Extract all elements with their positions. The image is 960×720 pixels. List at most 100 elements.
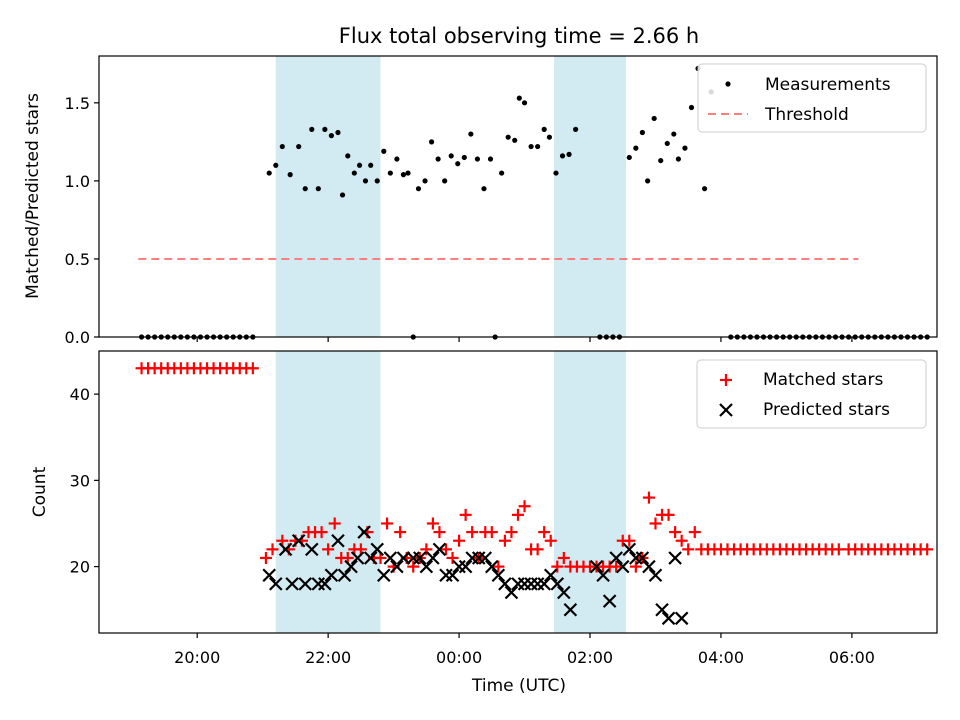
- point-measurements-51: [474, 156, 481, 162]
- point-measurements-82: [688, 104, 695, 111]
- point-predicted-stars-37: [511, 577, 525, 591]
- point-predicted-stars-16: [370, 542, 385, 557]
- point-predicted-stars-46: [589, 559, 604, 574]
- point-matched-stars-80: [669, 526, 682, 539]
- point-matched-stars-62: [551, 560, 564, 573]
- point-predicted-stars-27: [445, 568, 460, 582]
- point-measurements-25: [315, 186, 321, 192]
- markers-1: [135, 362, 934, 626]
- point-predicted-stars-55: [648, 568, 663, 582]
- legend-bottom-frame: [696, 359, 927, 429]
- point-measurements-64: [553, 170, 559, 176]
- point-matched-stars-49: [466, 526, 479, 539]
- point-matched-stars-76: [642, 491, 655, 504]
- point-measurements-21: [287, 172, 293, 178]
- point-measurements-80: [675, 156, 681, 162]
- point-predicted-stars-35: [498, 577, 512, 591]
- point-predicted-stars-36: [504, 585, 519, 600]
- ytick-label-0-0: 0.0: [65, 328, 90, 347]
- point-measurements-42: [415, 186, 422, 192]
- legend-top-frame: [697, 63, 927, 133]
- point-predicted-stars-56: [655, 602, 669, 617]
- point-measurements-58: [516, 95, 522, 101]
- point-matched-stars-61: [544, 534, 557, 547]
- point-measurements-45: [435, 156, 441, 162]
- point-predicted-stars-42: [543, 568, 558, 582]
- point-measurements-72: [626, 154, 632, 161]
- point-measurements-84: [701, 186, 708, 192]
- point-matched-stars-42: [420, 543, 433, 556]
- legend-bottom: Matched stars Predicted stars: [696, 359, 927, 429]
- point-measurements-47: [448, 153, 454, 159]
- ytick-label-1-0: 20: [70, 558, 90, 577]
- point-predicted-stars-50: [615, 559, 630, 574]
- x-axis-label: Time (UTC): [471, 676, 566, 696]
- point-measurements-44: [428, 139, 435, 145]
- point-matched-stars-81: [675, 534, 688, 547]
- point-predicted-stars-58: [668, 551, 682, 565]
- point-matched-stars-74: [629, 560, 642, 573]
- point-matched-stars-45: [439, 543, 452, 556]
- point-predicted-stars-25: [432, 542, 447, 557]
- point-predicted-stars-49: [609, 551, 623, 565]
- ytick-label-0-2: 1.0: [65, 172, 90, 191]
- point-matched-stars-57: [518, 500, 531, 513]
- point-predicted-stars-26: [439, 568, 453, 582]
- ytick-label-1-2: 40: [70, 385, 90, 404]
- point-predicted-stars-6: [304, 542, 319, 557]
- point-measurements-40: [405, 170, 411, 176]
- point-predicted-stars-38: [517, 577, 532, 591]
- chart-title: Flux total observing time = 2.66 h: [339, 24, 699, 48]
- point-predicted-stars-44: [557, 585, 571, 600]
- point-matched-stars-118: [921, 543, 934, 556]
- point-measurements-30: [345, 153, 351, 159]
- point-matched-stars-79: [662, 508, 675, 521]
- point-predicted-stars-57: [661, 611, 676, 626]
- point-predicted-stars-33: [485, 559, 499, 574]
- point-measurements-63: [546, 134, 553, 140]
- point-matched-stars-44: [433, 526, 446, 539]
- point-measurements-34: [368, 162, 374, 168]
- point-predicted-stars-24: [426, 551, 440, 565]
- point-measurements-73: [633, 145, 639, 151]
- point-predicted-stars-2: [278, 542, 293, 557]
- point-matched-stars-60: [538, 526, 551, 539]
- point-matched-stars-27: [322, 543, 335, 556]
- legend-threshold-label: Threshold: [764, 105, 849, 125]
- legend-predicted-label: Predicted stars: [763, 400, 890, 420]
- point-predicted-stars-11: [337, 568, 352, 582]
- point-measurements-32: [356, 162, 363, 168]
- point-matched-stars-55: [505, 526, 518, 539]
- top-y-axis-label: Matched/Predicted stars: [23, 93, 43, 299]
- point-measurements-78: [664, 140, 670, 147]
- point-matched-stars-36: [381, 517, 394, 530]
- point-predicted-stars-1: [268, 577, 283, 591]
- point-matched-stars-19: [266, 543, 279, 556]
- point-measurements-75: [645, 178, 651, 184]
- point-measurements-49: [461, 154, 467, 161]
- point-matched-stars-38: [394, 526, 407, 539]
- point-measurements-62: [541, 126, 547, 132]
- ytick-label-0-1: 0.5: [65, 250, 90, 269]
- point-measurements-81: [682, 145, 688, 151]
- point-predicted-stars-22: [413, 551, 427, 565]
- point-measurements-28: [335, 129, 341, 136]
- point-predicted-stars-41: [537, 577, 551, 591]
- point-matched-stars-83: [688, 526, 701, 539]
- legend-matched-label: Matched stars: [763, 370, 883, 390]
- point-matched-stars-47: [453, 534, 466, 547]
- point-predicted-stars-3: [285, 577, 299, 591]
- point-matched-stars-17: [246, 362, 259, 375]
- point-measurements-66: [566, 151, 572, 157]
- point-predicted-stars-12: [344, 559, 358, 574]
- point-measurements-26: [322, 126, 328, 132]
- point-measurements-61: [535, 143, 541, 150]
- point-matched-stars-26: [315, 526, 328, 539]
- point-measurements-77: [658, 157, 664, 164]
- point-predicted-stars-51: [622, 542, 637, 557]
- point-measurements-48: [455, 161, 461, 167]
- point-measurements-38: [394, 156, 400, 162]
- point-matched-stars-63: [557, 551, 570, 564]
- point-predicted-stars-48: [602, 594, 617, 608]
- point-predicted-stars-8: [318, 577, 332, 591]
